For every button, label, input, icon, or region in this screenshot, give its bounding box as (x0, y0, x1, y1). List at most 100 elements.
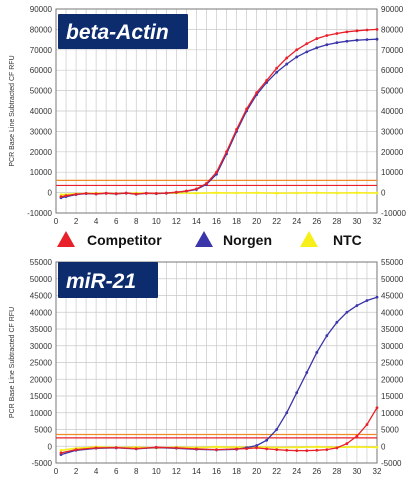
legend-item-norgen: Norgen (195, 231, 272, 248)
x-tick-label: 10 (152, 217, 161, 226)
data-point-norgen (335, 320, 339, 324)
data-point-ntc (355, 445, 359, 449)
y-tick-label-right: 20000 (381, 375, 404, 384)
y-tick-label-left: 30000 (30, 127, 53, 136)
y-axis-label: PCR Base Line Subtracted CF RFU (9, 307, 16, 418)
x-tick-label: 8 (134, 467, 139, 476)
y-tick-label-left: 30000 (30, 342, 53, 351)
data-point-norgen (285, 62, 289, 66)
triangle-icon (57, 231, 75, 247)
data-point-competitor (59, 195, 63, 199)
x-tick-label: 32 (373, 217, 382, 226)
x-tick-label: 4 (94, 217, 99, 226)
x-tick-label: 20 (252, 467, 261, 476)
data-point-competitor (355, 434, 359, 438)
data-point-ntc (195, 191, 198, 195)
y-tick-label-right: 50000 (381, 275, 404, 284)
y-tick-label-left: 5000 (34, 426, 52, 435)
data-point-competitor (94, 446, 98, 450)
data-point-norgen (315, 46, 319, 50)
series-line-competitor (60, 407, 378, 454)
data-point-norgen (295, 55, 299, 59)
data-point-competitor (124, 191, 128, 195)
data-point-competitor (275, 448, 279, 451)
x-tick-label: 26 (312, 217, 321, 226)
data-point-competitor (195, 187, 198, 191)
data-point-competitor (74, 448, 78, 451)
legend-item-competitor: Competitor (57, 231, 162, 248)
data-point-competitor (255, 446, 259, 450)
data-point-norgen (355, 38, 359, 42)
x-tick-label: 10 (152, 467, 161, 476)
data-point-norgen (355, 304, 359, 307)
data-point-norgen (345, 310, 349, 314)
data-point-competitor (255, 91, 259, 95)
y-tick-label-right: 40000 (381, 107, 404, 116)
y-tick-label-left: 10000 (30, 168, 53, 177)
data-point-norgen (265, 438, 269, 442)
y-tick-label-left: 60000 (30, 66, 53, 75)
data-point-competitor (375, 28, 379, 31)
data-point-ntc (295, 191, 299, 195)
data-point-competitor (325, 448, 329, 451)
y-tick-label-left: -10000 (27, 209, 52, 218)
y-tick-label-right: 40000 (381, 308, 404, 317)
data-point-ntc (215, 191, 218, 195)
y-tick-label-right: 45000 (381, 292, 404, 301)
data-point-norgen (275, 70, 279, 74)
x-tick-label: 22 (272, 467, 281, 476)
y-tick-label-right: 0 (381, 189, 386, 198)
y-tick-label-right: 70000 (381, 46, 404, 55)
data-point-norgen (365, 38, 369, 41)
data-point-competitor (335, 446, 339, 450)
data-point-competitor (215, 448, 218, 451)
data-point-ntc (235, 191, 238, 195)
data-point-competitor (104, 191, 108, 195)
legend-item-ntc: NTC (300, 231, 362, 248)
data-point-norgen (275, 428, 279, 431)
data-point-competitor (114, 192, 118, 196)
data-point-ntc (375, 191, 379, 195)
x-tick-label: 12 (172, 217, 181, 226)
y-tick-label-left: -5000 (32, 459, 53, 468)
y-tick-label-left: 25000 (30, 359, 53, 368)
data-point-ntc (355, 191, 359, 195)
x-tick-label: 24 (292, 217, 301, 226)
data-point-competitor (134, 447, 138, 450)
legend-label-competitor: Competitor (87, 232, 162, 248)
data-point-competitor (74, 192, 78, 196)
data-point-competitor (185, 189, 188, 193)
data-point-competitor (154, 445, 158, 449)
data-point-competitor (174, 190, 178, 194)
data-point-competitor (84, 192, 88, 195)
data-point-competitor (295, 449, 299, 453)
data-point-norgen (335, 41, 339, 45)
data-point-competitor (275, 66, 279, 70)
data-point-competitor (305, 449, 309, 453)
data-point-competitor (235, 127, 238, 131)
data-point-ntc (315, 445, 319, 449)
data-point-competitor (355, 29, 359, 33)
data-point-norgen (305, 50, 309, 54)
data-point-competitor (245, 447, 248, 450)
data-point-competitor (235, 447, 238, 451)
data-point-competitor (325, 34, 329, 37)
x-tick-label: 0 (54, 217, 59, 226)
y-tick-label-right: -10000 (381, 209, 406, 218)
data-point-ntc (335, 191, 339, 195)
x-tick-label: 2 (74, 467, 79, 476)
data-point-competitor (154, 192, 158, 195)
data-point-competitor (94, 192, 98, 196)
y-tick-label-left: 40000 (30, 107, 53, 116)
data-point-ntc (375, 445, 379, 449)
data-point-competitor (265, 447, 269, 451)
data-point-ntc (295, 445, 299, 449)
y-tick-label-left: 80000 (30, 25, 53, 34)
y-tick-label-left: 45000 (30, 292, 53, 301)
y-tick-label-right: 10000 (381, 409, 404, 418)
x-tick-label: 24 (292, 467, 301, 476)
y-tick-label-left: 35000 (30, 325, 53, 334)
y-tick-label-right: 25000 (381, 359, 404, 368)
data-point-competitor (315, 448, 319, 452)
